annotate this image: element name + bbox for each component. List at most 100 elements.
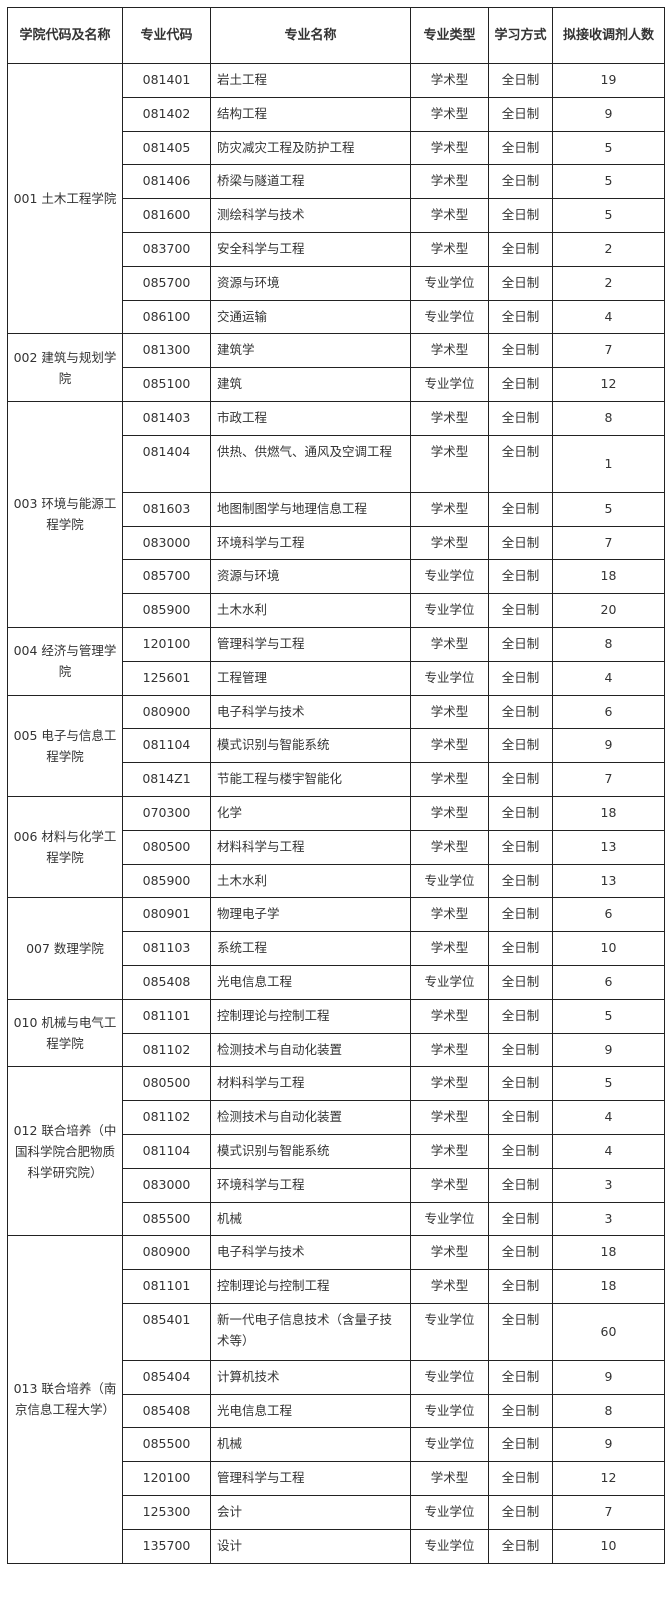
major-name: 设计 bbox=[210, 1528, 411, 1564]
major-name: 资源与环境 bbox=[210, 265, 411, 301]
quota: 8 bbox=[552, 1393, 665, 1429]
quota: 7 bbox=[552, 333, 665, 369]
major-name: 会计 bbox=[210, 1495, 411, 1530]
study-mode: 全日制 bbox=[488, 525, 553, 561]
major-code: 081102 bbox=[122, 1032, 211, 1068]
major-code: 120100 bbox=[122, 626, 211, 662]
major-code: 081402 bbox=[122, 96, 211, 132]
quota: 7 bbox=[552, 525, 665, 561]
table-row: 003 环境与能源工程学院 081403 市政工程 学术型 全日制 8 bbox=[7, 400, 665, 628]
major-type: 专业学位 bbox=[410, 1528, 489, 1564]
study-mode: 全日制 bbox=[488, 1032, 553, 1068]
study-mode: 全日制 bbox=[488, 63, 553, 98]
major-name: 市政工程 bbox=[210, 400, 411, 436]
table-row: 007 数理学院 080901 物理电子学 学术型 全日制 6 bbox=[7, 897, 665, 1000]
major-name: 机械 bbox=[210, 1201, 411, 1237]
study-mode: 全日制 bbox=[488, 1235, 553, 1271]
major-name: 物理电子学 bbox=[210, 897, 411, 933]
quota: 12 bbox=[552, 367, 665, 402]
study-mode: 全日制 bbox=[488, 593, 553, 628]
table-row: 010 机械与电气工程学院 081101 控制理论与控制工程 学术型 全日制 5 bbox=[7, 998, 665, 1068]
major-name: 检测技术与自动化装置 bbox=[210, 1032, 411, 1068]
table-row: 083700 安全科学与工程 学术型 全日制 2 bbox=[8, 231, 665, 267]
quota: 8 bbox=[552, 626, 665, 662]
study-mode: 全日制 bbox=[488, 164, 553, 200]
major-type: 专业学位 bbox=[410, 1427, 489, 1463]
table-row: 081406 桥梁与隧道工程 学术型 全日制 5 bbox=[8, 164, 665, 200]
major-code: 080500 bbox=[122, 1066, 211, 1102]
major-code: 085900 bbox=[122, 863, 211, 899]
major-name: 土木水利 bbox=[210, 593, 411, 628]
major-name: 模式识别与智能系统 bbox=[210, 728, 411, 764]
study-mode: 全日制 bbox=[488, 559, 553, 595]
table-row: 081405 防灾减灾工程及防护工程 学术型 全日制 5 bbox=[8, 130, 665, 166]
study-mode: 全日制 bbox=[488, 265, 553, 301]
major-type: 学术型 bbox=[410, 400, 489, 436]
quota: 5 bbox=[552, 998, 665, 1034]
study-mode: 全日制 bbox=[488, 1100, 553, 1135]
college-name: 012 联合培养（中国科学院合肥物质科学研究院） bbox=[7, 1066, 123, 1237]
major-code: 081603 bbox=[122, 491, 211, 527]
quota: 9 bbox=[552, 1359, 665, 1395]
major-code: 085404 bbox=[122, 1359, 211, 1395]
major-name: 新一代电子信息技术（含量子技术等） bbox=[210, 1302, 411, 1361]
college-name: 003 环境与能源工程学院 bbox=[7, 400, 123, 628]
quota: 8 bbox=[552, 400, 665, 436]
major-code: 081600 bbox=[122, 198, 211, 233]
study-mode: 全日制 bbox=[488, 1427, 553, 1463]
major-code: 135700 bbox=[122, 1528, 211, 1564]
major-type: 专业学位 bbox=[410, 593, 489, 628]
quota: 18 bbox=[552, 795, 665, 831]
quota: 19 bbox=[552, 63, 665, 98]
study-mode: 全日制 bbox=[488, 96, 553, 132]
quota: 10 bbox=[552, 931, 665, 966]
header-row: 学院代码及名称 专业代码 专业名称 专业类型 学习方式 拟接收调剂人数 bbox=[7, 7, 665, 64]
study-mode: 全日制 bbox=[488, 367, 553, 402]
major-type: 学术型 bbox=[410, 1066, 489, 1102]
major-type: 学术型 bbox=[410, 1167, 489, 1203]
header-major-type: 专业类型 bbox=[410, 7, 489, 64]
major-type: 学术型 bbox=[410, 829, 489, 865]
study-mode: 全日制 bbox=[488, 964, 553, 1000]
major-name: 控制理论与控制工程 bbox=[210, 1269, 411, 1304]
table-row: 081402 结构工程 学术型 全日制 9 bbox=[8, 96, 665, 132]
major-name: 化学 bbox=[210, 795, 411, 831]
table-row: 083000 环境科学与工程 学术型 全日制 3 bbox=[8, 1167, 665, 1203]
major-code: 080500 bbox=[122, 829, 211, 865]
study-mode: 全日制 bbox=[488, 1393, 553, 1429]
major-code: 081102 bbox=[122, 1100, 211, 1135]
table-row: 085500 机械 专业学位 全日制 3 bbox=[8, 1201, 665, 1237]
major-type: 专业学位 bbox=[410, 1302, 489, 1361]
study-mode: 全日制 bbox=[488, 694, 553, 730]
major-name: 资源与环境 bbox=[210, 559, 411, 595]
major-type: 学术型 bbox=[410, 1100, 489, 1135]
quota: 5 bbox=[552, 198, 665, 233]
study-mode: 全日制 bbox=[488, 1269, 553, 1304]
college-name: 002 建筑与规划学院 bbox=[7, 333, 123, 402]
major-code: 081404 bbox=[122, 434, 211, 493]
table-row: 0814Z1 节能工程与楼宇智能化 学术型 全日制 7 bbox=[8, 762, 665, 797]
quota: 5 bbox=[552, 164, 665, 200]
quota: 3 bbox=[552, 1167, 665, 1203]
major-type: 学术型 bbox=[410, 525, 489, 561]
major-type: 学术型 bbox=[410, 164, 489, 200]
major-type: 学术型 bbox=[410, 931, 489, 966]
table-row: 081102 检测技术与自动化装置 学术型 全日制 4 bbox=[8, 1100, 665, 1135]
major-name: 交通运输 bbox=[210, 299, 411, 335]
quota: 7 bbox=[552, 1495, 665, 1530]
major-code: 081300 bbox=[122, 333, 211, 369]
major-type: 学术型 bbox=[410, 1133, 489, 1169]
major-type: 学术型 bbox=[410, 198, 489, 233]
major-code: 081406 bbox=[122, 164, 211, 200]
quota: 10 bbox=[552, 1528, 665, 1564]
college-name: 013 联合培养（南京信息工程大学） bbox=[7, 1235, 123, 1564]
table-row: 013 联合培养（南京信息工程大学） 080900 电子科学与技术 学术型 全日制 18 bbox=[7, 1235, 665, 1564]
quota: 6 bbox=[552, 964, 665, 1000]
major-type: 专业学位 bbox=[410, 863, 489, 899]
major-code: 085700 bbox=[122, 559, 211, 595]
major-name: 安全科学与工程 bbox=[210, 231, 411, 267]
table-row: 001 土木工程学院 081401 岩土工程 学术型 全日制 19 bbox=[7, 62, 665, 335]
major-code: 085408 bbox=[122, 964, 211, 1000]
quota: 9 bbox=[552, 1032, 665, 1068]
quota: 9 bbox=[552, 1427, 665, 1463]
